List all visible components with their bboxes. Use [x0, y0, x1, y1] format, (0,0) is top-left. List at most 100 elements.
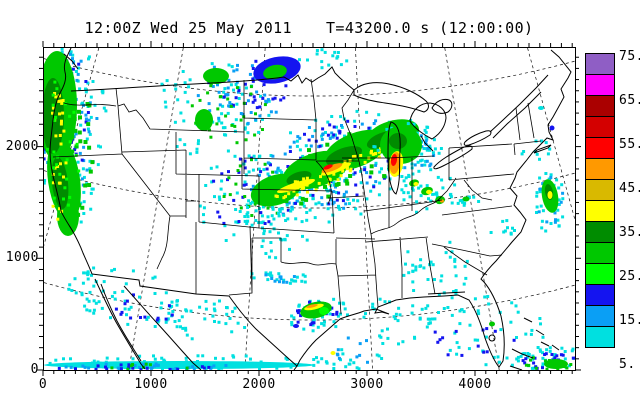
precip-cell — [349, 167, 353, 171]
precip-cell — [68, 170, 73, 175]
precip-cell — [330, 198, 334, 202]
precip-cell — [71, 67, 75, 71]
precip-cell — [243, 127, 247, 131]
precip-cell — [64, 215, 69, 220]
precip-cell — [202, 206, 206, 210]
precip-cell — [332, 181, 336, 185]
precip-cell — [207, 102, 211, 106]
precip-cell — [254, 112, 257, 116]
precip-cell — [194, 121, 198, 125]
precip-cell — [374, 119, 378, 123]
precip-cell — [335, 352, 339, 356]
precip-cell — [329, 183, 333, 187]
precip-cell — [318, 144, 322, 148]
precip-cell — [450, 296, 454, 300]
precip-cell — [86, 127, 90, 131]
precip-cell — [83, 183, 88, 188]
precip-cell — [330, 306, 334, 310]
precip-cell — [463, 264, 467, 268]
precip-cell — [439, 279, 443, 283]
precip-cell — [190, 104, 194, 108]
precip-cell — [284, 356, 288, 360]
precip-cell — [563, 357, 567, 361]
precip-cell — [226, 363, 229, 367]
precip-cell — [262, 83, 266, 87]
precip-cell — [73, 277, 77, 281]
precip-cell — [296, 320, 300, 324]
precip-cell — [93, 103, 97, 107]
precip-cell — [316, 360, 320, 364]
precip-cell — [238, 164, 242, 168]
precip-cell — [196, 142, 200, 146]
precip-cell — [84, 90, 88, 94]
precip-cell — [450, 313, 454, 317]
precip-cell — [345, 181, 350, 186]
precip-cell — [532, 361, 536, 365]
precip-cell — [54, 358, 58, 362]
precip-cell — [201, 354, 205, 358]
precip-cell — [544, 359, 568, 369]
colorbar: 5. 15. 25. 35. 45. 55. 65. 75. — [585, 0, 640, 400]
precip-cell — [302, 177, 306, 181]
precip-cell — [102, 365, 105, 369]
precip-cell — [61, 111, 65, 115]
precip-cell — [425, 125, 429, 129]
graticule-parallel — [44, 58, 575, 97]
precip-cell — [165, 79, 169, 83]
precip-cell — [298, 196, 302, 199]
precip-cell — [411, 269, 415, 273]
precip-cell — [281, 280, 285, 284]
precip-cell — [119, 363, 123, 367]
precip-cell — [54, 134, 58, 138]
precip-cell — [277, 272, 281, 276]
precip-cell — [363, 160, 367, 164]
precip-cell — [266, 98, 270, 102]
precip-cell — [365, 197, 369, 201]
precip-cell — [301, 234, 304, 238]
precip-cell — [424, 139, 428, 143]
precip-cell — [246, 211, 250, 215]
precip-cell — [555, 178, 559, 182]
lake-ontario — [463, 130, 492, 146]
precip-cell — [535, 211, 538, 214]
precip-cell — [234, 96, 238, 100]
precip-cell — [231, 103, 235, 107]
precip-cell — [501, 219, 505, 223]
precip-cell — [315, 356, 318, 360]
precip-cell — [298, 58, 301, 62]
precip-cell — [307, 138, 311, 142]
precip-cell — [68, 114, 72, 118]
precip-cell — [218, 103, 222, 107]
precip-cell — [204, 366, 208, 370]
precip-cell — [267, 220, 271, 224]
precip-cell — [312, 321, 316, 325]
precip-cell — [225, 312, 229, 316]
precip-cell — [345, 166, 349, 170]
precip-cell — [131, 363, 135, 366]
precip-cell — [121, 289, 125, 293]
precip-cell — [260, 214, 264, 218]
precip-cell — [311, 329, 315, 333]
precip-cell — [460, 308, 464, 312]
precip-cell — [320, 322, 324, 326]
precip-cell — [369, 151, 373, 155]
colorbar-box — [585, 53, 615, 75]
pacific-coastline — [49, 48, 93, 275]
precip-cell — [63, 186, 67, 190]
precip-cell — [66, 203, 70, 207]
precip-cell — [452, 290, 455, 293]
precip-cell — [267, 113, 271, 117]
precip-cell — [516, 355, 520, 359]
precip-cell — [506, 226, 509, 230]
precip-cell — [237, 86, 241, 90]
precip-cell — [294, 201, 297, 205]
precip-cell — [102, 280, 106, 284]
precip-cell — [127, 366, 131, 370]
precip-cell — [317, 201, 321, 205]
precip-cell — [342, 195, 346, 199]
precip-cell — [320, 196, 324, 200]
precip-cell — [229, 83, 233, 87]
colorbar-tick-label: 75. — [619, 49, 640, 64]
precip-cell — [330, 131, 334, 135]
vancouver-island — [63, 53, 79, 70]
